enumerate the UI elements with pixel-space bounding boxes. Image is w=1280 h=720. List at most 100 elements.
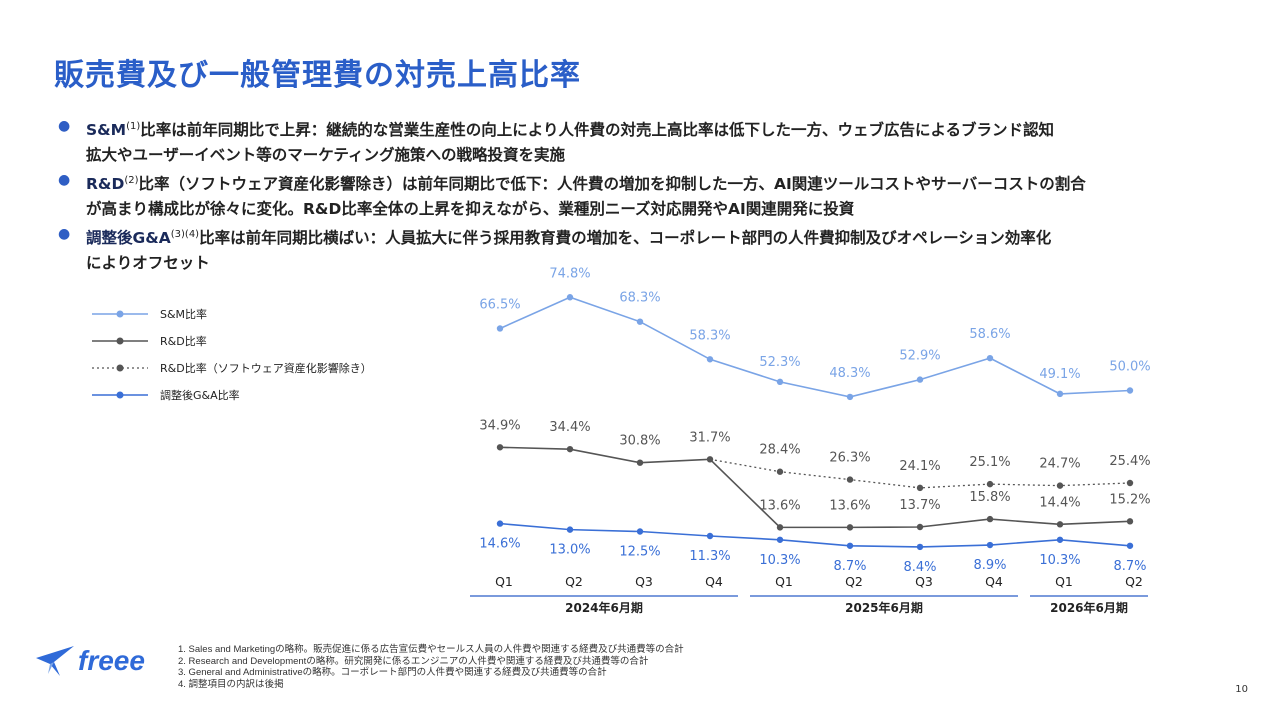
data-label-rd: 15.8% xyxy=(969,490,1010,505)
data-point-sm xyxy=(986,354,994,362)
data-label-rd_ex: 25.4% xyxy=(1109,454,1150,469)
data-point-ga xyxy=(706,532,714,540)
data-point-ga xyxy=(986,541,994,549)
bullet-keyword: S&M xyxy=(86,121,127,140)
bullet-keyword: R&D xyxy=(86,175,125,194)
bullet-text: 比率（ソフトウェア資産化影響除き）は前年同期比で低下：人件費の増加を抑制した一方… xyxy=(138,175,1086,194)
bullet-text: 比率は前年同期比で上昇：継続的な営業生産性の向上により人件費の対売上高比率は低下… xyxy=(140,121,1055,140)
data-point-ga xyxy=(496,520,504,527)
chart-legend: S&M比率 R&D比率 R&D比率（ソフトウェア資産化影響除き） 調整後G&A比… xyxy=(92,300,372,408)
legend-item-rd: R&D比率 xyxy=(92,327,372,354)
x-tick-label: Q1 xyxy=(495,574,513,589)
page-title: 販売費及び一般管理費の対売上高比率 xyxy=(54,58,581,93)
footnote-item: 4. 調整項目の内訳は後掲 xyxy=(178,678,284,690)
data-point-sm xyxy=(1056,390,1064,398)
data-label-ga: 10.3% xyxy=(1039,553,1080,568)
data-point-sm xyxy=(846,393,854,401)
data-point-rd xyxy=(636,459,644,466)
data-point-rd xyxy=(846,524,854,531)
data-label-ga: 8.7% xyxy=(833,559,866,574)
data-label-rd_ex: 28.4% xyxy=(759,443,800,458)
data-point-rd_ex xyxy=(846,476,854,483)
legend-label: R&D比率 xyxy=(160,334,207,348)
data-label-rd_ex: 24.7% xyxy=(1039,457,1080,472)
footnote-item: 2. Research and Developmentの略称。研究開発に係るエン… xyxy=(178,655,649,667)
bullet-text-cont: 拡大やユーザーイベント等のマーケティング施策への戦略投資を実施 xyxy=(86,146,565,165)
data-point-rd_ex xyxy=(776,468,784,475)
data-label-sm: 58.3% xyxy=(689,328,730,343)
legend-line-rd-ex-icon xyxy=(92,364,148,371)
data-point-sm xyxy=(916,376,924,383)
legend-item-sm: S&M比率 xyxy=(92,300,372,327)
series-line-rd xyxy=(499,446,1131,529)
footnote-item: 3. General and Administrativeの略称。コーポレート部… xyxy=(178,667,607,678)
data-label-ga: 11.3% xyxy=(689,549,730,564)
bullet-rd: ● R&D(2)比率（ソフトウェア資産化影響除き）は前年同期比で低下：人件費の増… xyxy=(58,168,1248,222)
data-point-sm xyxy=(776,378,784,386)
data-label-rd: 34.9% xyxy=(479,418,520,433)
data-label-rd: 30.8% xyxy=(619,434,660,449)
data-point-rd xyxy=(1056,521,1064,528)
data-label-rd: 13.6% xyxy=(759,498,800,513)
data-label-rd: 13.6% xyxy=(829,498,870,513)
x-tick-label: Q1 xyxy=(1055,574,1073,589)
data-label-sm: 48.3% xyxy=(829,366,870,381)
data-point-ga xyxy=(1056,536,1064,543)
data-point-ga xyxy=(916,543,924,551)
data-label-sm: 74.8% xyxy=(549,266,590,281)
data-point-ga xyxy=(636,528,644,535)
bullet-sm: ● S&M(1)比率は前年同期比で上昇：継続的な営業生産性の向上により人件費の対… xyxy=(58,114,1248,168)
bullet-dot-icon: ● xyxy=(58,118,71,134)
data-label-ga: 8.4% xyxy=(903,560,936,575)
period-label: 2026年6月期 xyxy=(1050,600,1128,615)
footnote-item: 1. Sales and Marketingの略称。販売促進に係る広告宣伝費やセ… xyxy=(178,644,684,655)
data-point-sm xyxy=(496,325,504,332)
period-label: 2024年6月期 xyxy=(565,600,643,615)
data-point-rd_ex xyxy=(1126,479,1134,487)
x-tick-label: Q2 xyxy=(845,574,863,589)
data-label-sm: 58.6% xyxy=(969,327,1010,342)
legend-item-rd-ex: R&D比率（ソフトウェア資産化影響除き） xyxy=(92,354,372,381)
data-label-rd_ex: 25.1% xyxy=(969,455,1010,470)
data-point-rd xyxy=(706,456,714,463)
data-point-rd xyxy=(566,445,574,453)
bullet-sup: (1) xyxy=(126,121,141,132)
data-point-rd xyxy=(776,524,784,531)
data-point-rd_ex xyxy=(986,480,994,488)
logo-wordmark: freee xyxy=(78,645,145,676)
data-label-ga: 8.9% xyxy=(973,558,1006,573)
bullet-dot-icon: ● xyxy=(58,226,71,243)
bullet-keyword: 調整後G&A xyxy=(86,229,171,248)
data-point-sm xyxy=(1126,387,1134,394)
x-tick-label: Q4 xyxy=(705,574,723,589)
bullet-text: 比率は前年同期比横ばい：人員拡大に伴う採用教育費の増加を、コーポレート部門の人件… xyxy=(199,229,1052,248)
data-label-ga: 12.5% xyxy=(619,545,660,560)
data-point-sm xyxy=(636,318,644,325)
data-label-sm: 68.3% xyxy=(619,291,660,306)
data-label-ga: 10.3% xyxy=(759,553,800,568)
data-point-ga xyxy=(566,526,574,533)
data-label-rd: 13.7% xyxy=(899,498,940,513)
x-tick-label: Q2 xyxy=(565,574,583,589)
data-point-rd_ex xyxy=(1056,482,1064,489)
legend-label: S&M比率 xyxy=(160,307,208,321)
freee-logo: freee xyxy=(34,644,145,678)
data-label-rd_ex: 26.3% xyxy=(829,451,870,466)
data-point-rd_ex xyxy=(916,484,924,492)
bullet-text-cont: によりオフセット xyxy=(86,254,210,273)
data-point-rd xyxy=(496,444,504,451)
bullet-list: ● S&M(1)比率は前年同期比で上昇：継続的な営業生産性の向上により人件費の対… xyxy=(58,114,1248,276)
data-label-ga: 8.7% xyxy=(1113,559,1146,574)
x-tick-label: Q3 xyxy=(915,574,933,589)
data-label-rd_ex: 24.1% xyxy=(899,459,940,474)
data-label-ga: 14.6% xyxy=(479,537,520,552)
data-label-ga: 13.0% xyxy=(549,543,590,558)
data-label-sm: 52.3% xyxy=(759,355,800,370)
footnotes: 1. Sales and Marketingの略称。販売促進に係る広告宣伝費やセ… xyxy=(178,644,684,690)
data-point-rd xyxy=(916,523,924,531)
x-tick-label: Q4 xyxy=(985,574,1003,589)
bullet-ga: ● 調整後G&A(3)(4)比率は前年同期比横ばい：人員拡大に伴う採用教育費の増… xyxy=(58,222,1248,276)
data-label-rd: 15.2% xyxy=(1109,492,1150,507)
data-point-sm xyxy=(706,356,714,363)
